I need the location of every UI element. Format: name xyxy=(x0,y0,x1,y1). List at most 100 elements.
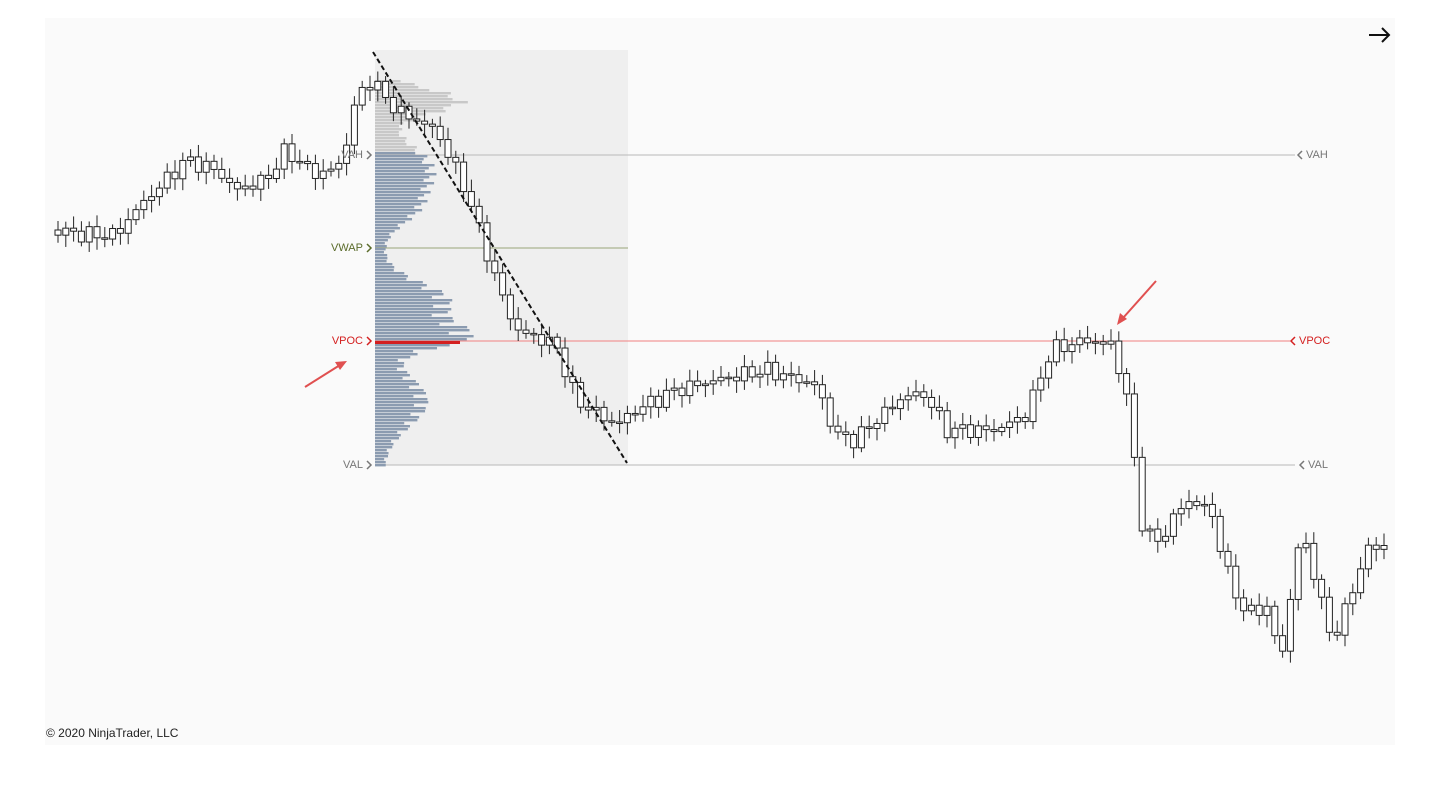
profile-bar xyxy=(375,248,386,251)
profile-bar xyxy=(375,212,416,215)
level-label: VPOC xyxy=(1299,335,1330,347)
candle-body xyxy=(1091,341,1099,344)
profile-bar xyxy=(375,320,454,323)
profile-bar xyxy=(375,152,416,155)
candle-body xyxy=(959,424,967,429)
candle-body xyxy=(709,380,717,385)
candle-body xyxy=(600,406,608,422)
candle-body xyxy=(1294,547,1302,600)
profile-bar xyxy=(375,230,395,233)
profile-bar xyxy=(375,386,410,389)
trend-line xyxy=(372,51,628,464)
candle-body xyxy=(132,209,140,221)
candle-body xyxy=(733,376,741,382)
candle-body xyxy=(1224,550,1232,567)
candle-body xyxy=(1084,337,1092,344)
candle-body xyxy=(226,177,234,183)
candle-body xyxy=(148,196,156,201)
candle-body xyxy=(1302,542,1310,549)
candle-body xyxy=(350,104,358,146)
profile-bar xyxy=(375,131,399,134)
candle-body xyxy=(912,391,920,397)
candle-body xyxy=(124,219,132,234)
profile-bar xyxy=(375,284,427,287)
candle-body xyxy=(584,406,592,411)
profile-bar xyxy=(375,413,411,416)
candle-body xyxy=(288,143,296,162)
candle-body xyxy=(553,336,561,349)
candle-body xyxy=(1201,503,1209,507)
candle-body xyxy=(865,426,873,429)
candle-body xyxy=(179,159,187,180)
profile-bar xyxy=(375,236,391,239)
candle-body xyxy=(452,156,460,163)
candle-body xyxy=(1060,339,1068,353)
candle-body xyxy=(655,395,663,408)
candle-body xyxy=(1162,535,1170,542)
candle-body xyxy=(475,205,483,224)
profile-bar xyxy=(375,398,428,401)
profile-bar xyxy=(375,419,418,422)
profile-bar xyxy=(375,185,427,188)
candle-body xyxy=(444,139,452,158)
profile-bar xyxy=(375,308,452,311)
profile-bar xyxy=(375,449,387,452)
candle-body xyxy=(990,429,998,433)
candle-body xyxy=(1279,635,1287,652)
candle-body xyxy=(85,226,93,243)
chart-area xyxy=(45,18,1395,745)
candle-body xyxy=(421,120,429,125)
profile-bar xyxy=(375,242,385,245)
candle-body xyxy=(1310,542,1318,580)
profile-bar xyxy=(375,194,425,197)
profile-bar xyxy=(375,299,453,302)
candle-body xyxy=(935,406,943,412)
profile-bar xyxy=(375,338,467,341)
candle-body xyxy=(1076,337,1084,346)
candle-body xyxy=(257,174,265,190)
candle-body xyxy=(506,294,514,320)
profile-bar xyxy=(375,116,416,119)
profile-bar xyxy=(375,287,422,290)
candle-body xyxy=(397,105,405,114)
candle-body xyxy=(54,229,62,236)
candle-body xyxy=(842,431,850,435)
profile-bar xyxy=(375,356,411,359)
candle-body xyxy=(1318,578,1326,598)
candle-body xyxy=(764,361,772,375)
profile-bar xyxy=(375,410,426,413)
candle-body xyxy=(241,185,249,190)
profile-bar xyxy=(375,326,468,329)
candle-body xyxy=(1107,340,1115,345)
candle-body xyxy=(366,86,374,91)
profile-bar xyxy=(375,173,437,176)
profile-bar xyxy=(375,170,425,173)
candle-body xyxy=(265,174,273,180)
profile-bar xyxy=(375,266,395,269)
profile-bar xyxy=(375,119,415,122)
candle-body xyxy=(1021,417,1029,423)
profile-bar xyxy=(375,125,400,128)
candle-body xyxy=(1029,389,1037,423)
candle-body xyxy=(467,191,475,207)
profile-bar xyxy=(375,347,437,350)
profile-bar xyxy=(375,392,427,395)
candle-body xyxy=(187,156,195,161)
candle-body xyxy=(670,387,678,391)
candle-body xyxy=(818,384,826,399)
candle-body xyxy=(218,168,226,179)
profile-bar xyxy=(375,362,405,365)
candle-body xyxy=(1013,417,1021,423)
candle-body xyxy=(280,143,288,170)
profile-bar xyxy=(375,182,435,185)
candle-body xyxy=(1193,501,1201,507)
profile-bar xyxy=(375,149,415,152)
expand-icon[interactable] xyxy=(1369,27,1391,43)
candle-body xyxy=(374,80,382,91)
candle-body xyxy=(943,410,951,439)
candle-body xyxy=(70,227,78,232)
level-label: VPOC xyxy=(332,335,363,347)
profile-bar xyxy=(375,272,405,275)
candle-body xyxy=(772,361,780,381)
